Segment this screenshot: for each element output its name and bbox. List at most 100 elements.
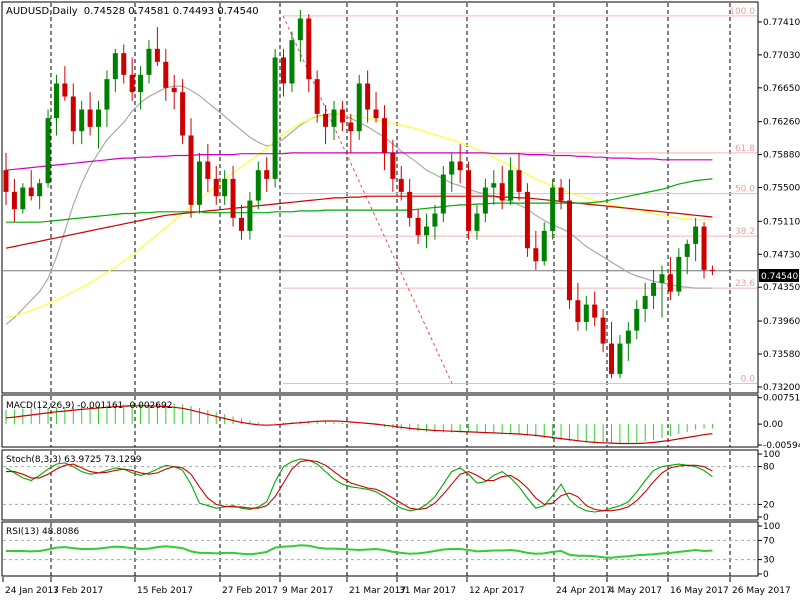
candle-body: [558, 187, 564, 201]
stoch-panel-title: Stoch(8,3,3) 63.9725 73.1299: [6, 455, 142, 465]
candle-body: [634, 308, 640, 331]
candle-body: [424, 226, 429, 236]
candle-body: [264, 170, 270, 179]
candle-body: [188, 135, 194, 205]
date-tick-label: 3 Feb 2017: [53, 586, 103, 596]
candle-body: [617, 343, 623, 374]
candle-body: [62, 83, 68, 97]
macd-panel: 0.007513 0.00 -0.005945: [5, 394, 800, 451]
date-tick-label: 24 Jan 2017: [5, 586, 59, 596]
price-panel-title: AUDUSD,Daily 0.74528 0.74581 0.74493 0.74…: [6, 6, 259, 17]
candle-body: [550, 187, 556, 231]
candle-body: [138, 74, 144, 93]
candle-body: [709, 269, 715, 271]
candle-body: [499, 183, 505, 201]
rsi-tick-label: 70: [763, 536, 775, 546]
moving-average-line: [5, 114, 713, 319]
candlesticks: [3, 9, 715, 379]
price-tick-label: 0.75500: [763, 184, 800, 194]
rsi-tick-label: 0: [763, 570, 769, 580]
candle-body: [659, 274, 665, 283]
candle-body: [466, 170, 472, 231]
candle-body: [213, 178, 219, 197]
date-tick-label: 9 Mar 2017: [282, 586, 333, 596]
candle-body: [415, 217, 421, 236]
candle-body: [230, 178, 236, 218]
stoch-line: [6, 459, 713, 512]
candle-body: [112, 53, 118, 80]
price-tick-label: 0.73960: [763, 317, 800, 327]
candle-body: [440, 174, 446, 214]
rsi-line: [6, 544, 713, 559]
candle-body: [163, 61, 169, 88]
price-tick-label: 0.73580: [763, 350, 800, 360]
candle-body: [281, 57, 287, 84]
candle-body: [676, 256, 682, 292]
candle-body: [609, 343, 615, 374]
candle-body: [390, 152, 396, 179]
macd-tick-label: -0.005945: [763, 441, 800, 451]
price-tick-label: 0.77410: [763, 18, 800, 28]
candle-body: [247, 200, 253, 231]
moving-average-line: [5, 152, 713, 171]
candle-body: [541, 230, 547, 262]
candle-body: [625, 330, 631, 344]
fib-level-label: 38.2: [735, 227, 755, 237]
date-tick-label: 31 Mar 2017: [399, 586, 456, 596]
rsi-panel-title: RSI(13) 48.8086: [6, 527, 79, 537]
candle-body: [651, 282, 657, 296]
candle-body: [373, 109, 379, 119]
date-tick-label: 15 Feb 2017: [137, 586, 193, 596]
candle-body: [70, 96, 76, 132]
candle-body: [432, 213, 438, 227]
candle-body: [516, 170, 522, 192]
candle-body: [398, 178, 404, 192]
candle-body: [272, 57, 278, 179]
macd-tick-label: 0.007513: [763, 394, 800, 404]
stoch-tick-label: 80: [763, 463, 775, 473]
stoch-panel-frame: [1, 449, 759, 521]
candle-body: [297, 18, 303, 41]
candle-body: [205, 161, 211, 179]
fib-level-label: 23.6: [735, 279, 755, 289]
candle-body: [348, 122, 354, 132]
candle-body: [323, 113, 329, 127]
macd-panel-frame: [1, 394, 759, 448]
candle-body: [196, 161, 202, 205]
candle-body: [449, 161, 455, 175]
macd-signal-line: [5, 405, 713, 445]
date-tick-label: 21 Mar 2017: [349, 586, 406, 596]
date-gridlines: [50, 3, 731, 576]
candle-body: [87, 109, 93, 127]
candle-body: [583, 304, 589, 322]
candle-body: [457, 161, 463, 171]
candle-body: [171, 87, 177, 93]
candle-body: [356, 83, 362, 132]
candle-body: [365, 83, 371, 110]
candle-body: [79, 109, 85, 132]
moving-average-line: [6, 178, 713, 223]
rsi-tick-label: 100: [763, 522, 780, 532]
candle-body: [600, 317, 606, 344]
date-tick-label: 26 May 2017: [732, 586, 791, 596]
stoch-tick-label: 100: [763, 450, 780, 460]
candle-body: [314, 79, 320, 114]
price-tick-label: 0.76260: [763, 118, 800, 128]
candle-body: [482, 187, 488, 214]
candle-body: [592, 304, 598, 318]
price-tick-label: 0.75110: [763, 217, 800, 227]
date-tick-label: 12 Apr 2017: [469, 586, 525, 596]
candle-body: [104, 79, 110, 110]
candle-body: [642, 295, 648, 309]
stoch-tick-label: 0: [763, 513, 769, 523]
last-price-label: 0.74540: [761, 272, 798, 282]
price-tick-label: 0.76650: [763, 84, 800, 94]
candle-body: [121, 53, 127, 75]
candle-body: [331, 109, 337, 127]
fib-level-label: 50.0: [735, 185, 755, 195]
date-tick-label: 24 Apr 2017: [556, 586, 612, 596]
candle-body: [533, 248, 539, 262]
price-tick-label: 0.75880: [763, 151, 800, 161]
